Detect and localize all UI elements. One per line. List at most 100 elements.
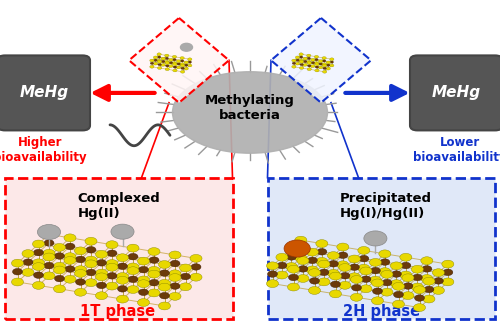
Circle shape: [106, 259, 118, 267]
Circle shape: [76, 256, 86, 263]
Circle shape: [382, 279, 392, 286]
Circle shape: [148, 270, 160, 278]
Circle shape: [308, 65, 311, 67]
Circle shape: [127, 263, 139, 271]
Circle shape: [158, 60, 162, 63]
Circle shape: [157, 53, 162, 56]
Circle shape: [319, 63, 322, 65]
Circle shape: [138, 299, 149, 306]
Circle shape: [330, 61, 334, 63]
Circle shape: [166, 65, 169, 67]
Circle shape: [180, 57, 184, 59]
Circle shape: [184, 61, 188, 64]
Text: Precipitated
Hg(I)/Hg(II): Precipitated Hg(I)/Hg(II): [340, 192, 432, 220]
Circle shape: [165, 57, 168, 59]
Circle shape: [165, 62, 170, 65]
Circle shape: [339, 264, 351, 272]
Circle shape: [138, 266, 148, 273]
Circle shape: [86, 269, 96, 276]
Circle shape: [106, 241, 118, 249]
Circle shape: [150, 62, 154, 65]
Circle shape: [148, 266, 160, 274]
Circle shape: [190, 254, 202, 262]
Circle shape: [442, 278, 454, 286]
Circle shape: [172, 62, 176, 65]
Circle shape: [360, 267, 372, 275]
Circle shape: [350, 293, 362, 301]
Circle shape: [138, 276, 149, 284]
Circle shape: [169, 251, 181, 259]
Text: 1T phase: 1T phase: [80, 304, 155, 319]
Circle shape: [315, 69, 319, 72]
Circle shape: [170, 260, 180, 267]
Circle shape: [322, 64, 327, 67]
Circle shape: [308, 257, 318, 264]
Circle shape: [300, 56, 303, 58]
Circle shape: [96, 273, 108, 281]
Circle shape: [295, 236, 307, 244]
Circle shape: [180, 63, 184, 66]
Circle shape: [22, 250, 34, 258]
Circle shape: [180, 64, 185, 67]
Circle shape: [276, 271, 288, 279]
Circle shape: [300, 60, 304, 63]
Circle shape: [138, 280, 149, 288]
Circle shape: [303, 64, 308, 66]
Circle shape: [318, 278, 330, 286]
Circle shape: [372, 297, 384, 305]
Circle shape: [308, 269, 320, 276]
Circle shape: [190, 273, 202, 281]
Circle shape: [296, 245, 306, 252]
Circle shape: [292, 59, 296, 62]
Circle shape: [424, 286, 434, 293]
Circle shape: [154, 59, 157, 61]
Circle shape: [358, 246, 370, 254]
Circle shape: [330, 64, 334, 67]
Circle shape: [348, 255, 360, 263]
Circle shape: [173, 63, 177, 66]
Circle shape: [340, 273, 350, 279]
Circle shape: [180, 43, 192, 51]
Circle shape: [328, 260, 338, 267]
Circle shape: [318, 66, 322, 69]
Circle shape: [306, 266, 318, 274]
Circle shape: [381, 271, 393, 278]
Circle shape: [158, 279, 170, 287]
Circle shape: [286, 262, 298, 271]
Circle shape: [266, 262, 278, 270]
Circle shape: [372, 288, 382, 294]
Circle shape: [297, 274, 309, 282]
Circle shape: [43, 272, 55, 280]
Circle shape: [149, 257, 159, 263]
Circle shape: [322, 60, 326, 62]
Circle shape: [350, 275, 362, 283]
Circle shape: [392, 282, 404, 290]
Circle shape: [150, 65, 154, 68]
Circle shape: [184, 64, 188, 66]
Circle shape: [403, 283, 413, 289]
Circle shape: [316, 240, 328, 247]
Circle shape: [106, 263, 118, 271]
Circle shape: [330, 281, 340, 288]
Circle shape: [32, 281, 44, 289]
Circle shape: [394, 291, 404, 298]
Circle shape: [423, 277, 435, 285]
Circle shape: [310, 278, 320, 284]
Circle shape: [188, 61, 192, 63]
Circle shape: [339, 281, 351, 289]
Circle shape: [96, 269, 108, 277]
Circle shape: [157, 59, 162, 62]
Circle shape: [314, 55, 318, 58]
FancyBboxPatch shape: [410, 55, 500, 130]
Circle shape: [168, 65, 173, 67]
Circle shape: [161, 64, 166, 66]
Circle shape: [310, 65, 315, 67]
Circle shape: [307, 62, 312, 65]
Circle shape: [169, 62, 172, 64]
Circle shape: [76, 279, 86, 285]
Circle shape: [158, 283, 170, 291]
Text: Methylating
bacteria: Methylating bacteria: [205, 94, 295, 122]
Circle shape: [372, 279, 384, 287]
Circle shape: [116, 254, 128, 262]
Circle shape: [54, 275, 64, 282]
